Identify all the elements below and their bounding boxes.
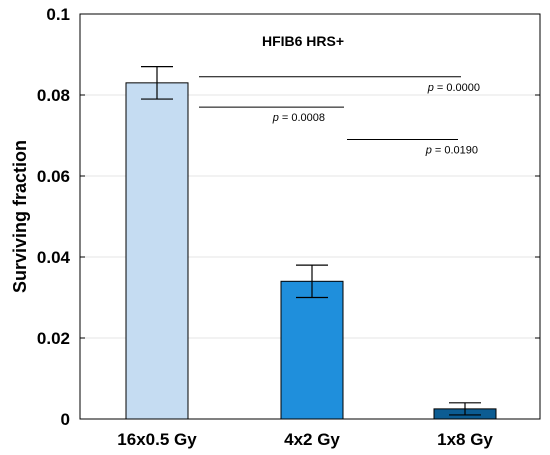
y-axis-label: Surviving fraction <box>10 140 30 293</box>
x-category-label: 1x8 Gy <box>437 430 493 449</box>
x-axis-labels: 16x0.5 Gy 4x2 Gy 1x8 Gy <box>117 430 493 449</box>
y-tick-label: 0.08 <box>37 86 70 105</box>
error-bars <box>141 66 481 416</box>
error-bar <box>449 402 481 416</box>
significance-bracket: p = 0.0008 <box>199 106 344 124</box>
y-tick-label: 0 <box>61 410 70 429</box>
p-value-label: p = 0.0190 <box>425 145 478 157</box>
error-bar <box>296 264 328 299</box>
significance-bracket: p = 0.0000 <box>199 76 480 94</box>
y-tick-label: 0.1 <box>46 5 70 24</box>
error-bar <box>141 66 173 100</box>
p-value-text: = 0.0008 <box>279 112 325 124</box>
x-category-label: 16x0.5 Gy <box>117 430 197 449</box>
p-symbol: p <box>272 112 279 124</box>
y-tick-label: 0.04 <box>37 248 71 267</box>
bars <box>125 82 497 420</box>
plot-frame <box>79 13 541 420</box>
p-value-label: p = 0.0008 <box>272 112 325 124</box>
p-value-text: = 0.0190 <box>432 145 478 157</box>
p-symbol: p <box>425 145 432 157</box>
p-value-text: = 0.0000 <box>434 82 480 94</box>
p-value-label: p = 0.0000 <box>427 82 480 94</box>
y-tick-label: 0.02 <box>37 329 70 348</box>
bar <box>125 82 189 420</box>
x-category-label: 4x2 Gy <box>284 430 340 449</box>
bar <box>280 280 344 420</box>
y-axis-ticks: 0 0.02 0.04 0.06 0.08 0.1 <box>37 5 540 429</box>
y-tick-label: 0.06 <box>37 167 70 186</box>
chart-title: HFIB6 HRS+ <box>262 33 344 49</box>
p-symbol: p <box>427 82 434 94</box>
significance-bracket: p = 0.0190 <box>347 139 478 157</box>
